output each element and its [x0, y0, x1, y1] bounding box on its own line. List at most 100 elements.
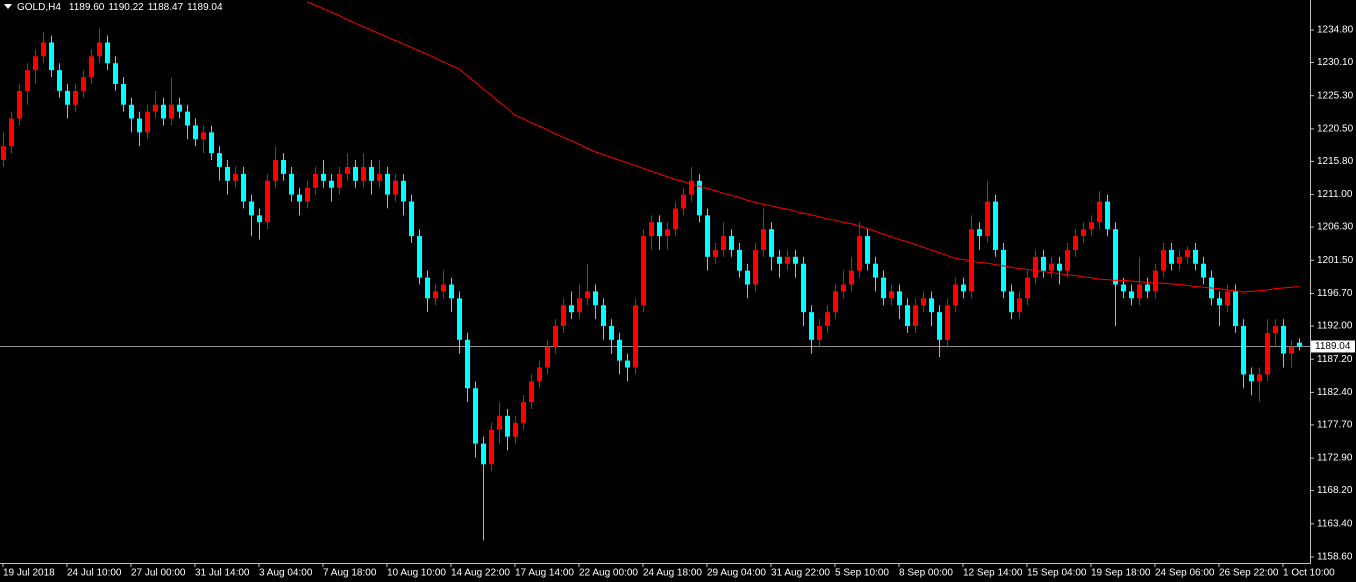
candle-body	[809, 312, 814, 340]
last-price-label: 1189.04	[1315, 341, 1351, 352]
candle-body	[1241, 326, 1246, 375]
x-tick-label: 8 Sep 00:00	[899, 568, 953, 579]
candle-body	[265, 180, 270, 223]
candle-body	[1025, 277, 1030, 299]
candle-body	[705, 215, 710, 257]
candle-body	[601, 305, 606, 327]
candle-body	[1217, 298, 1222, 306]
x-tick-label: 12 Sep 14:00	[963, 568, 1023, 579]
candle-body	[1089, 222, 1094, 230]
candle-body	[289, 173, 294, 195]
candle-body	[177, 104, 182, 112]
candle-body	[1145, 284, 1150, 292]
x-tick-label: 1 Oct 10:00	[1283, 568, 1335, 579]
candle-body	[145, 111, 150, 133]
candle-body	[625, 360, 630, 368]
candle-body	[993, 201, 998, 250]
candle-body	[441, 284, 446, 292]
x-tick-label: 14 Aug 22:00	[451, 568, 510, 579]
candle-body	[553, 326, 558, 347]
candle-body	[1057, 263, 1062, 271]
y-tick-label: 1192.00	[1317, 321, 1353, 332]
candle-body	[609, 326, 614, 340]
y-tick-label: 1177.70	[1317, 420, 1353, 431]
x-tick-label: 10 Aug 10:00	[387, 568, 446, 579]
candle-body	[953, 284, 958, 306]
candle-body	[73, 90, 78, 105]
candle-body	[497, 415, 502, 430]
x-tick-label: 24 Sep 06:00	[1155, 568, 1215, 579]
candle-body	[1129, 291, 1134, 299]
candle-body	[1033, 256, 1038, 278]
candle-body	[385, 173, 390, 195]
candle-body	[649, 222, 654, 237]
x-tick-label: 27 Jul 00:00	[131, 568, 186, 579]
candle-body	[113, 63, 118, 84]
candle-body	[873, 263, 878, 278]
candle-body	[433, 291, 438, 299]
candle-body	[337, 173, 342, 188]
candle-body	[321, 173, 326, 181]
candle-body	[1017, 298, 1022, 313]
candle-body	[1233, 291, 1238, 327]
candle-body	[937, 312, 942, 340]
candle-body	[1073, 236, 1078, 250]
candle-body	[409, 201, 414, 237]
candle-body	[865, 236, 870, 264]
candle-body	[969, 229, 974, 292]
candle-body	[481, 443, 486, 465]
candle-body	[737, 249, 742, 271]
candle-body	[377, 173, 382, 181]
candle-body	[353, 166, 358, 181]
candle-body	[761, 229, 766, 250]
header-open: 1189.60	[69, 2, 105, 13]
header-close: 1189.04	[187, 2, 223, 13]
candle-body	[513, 422, 518, 437]
candle-body	[249, 201, 254, 216]
candle-body	[1265, 332, 1270, 375]
candle-body	[1169, 249, 1174, 264]
candle-body	[241, 173, 246, 202]
candle-body	[785, 256, 790, 264]
candle-body	[1289, 346, 1294, 354]
candle-body	[889, 291, 894, 299]
candle-body	[17, 90, 22, 119]
candle-body	[65, 90, 70, 105]
candle-body	[1081, 229, 1086, 237]
candle-body	[185, 111, 190, 126]
y-tick-label: 1187.20	[1317, 354, 1353, 365]
candle-body	[921, 298, 926, 306]
y-tick-label: 1234.80	[1317, 25, 1354, 36]
candle-body	[233, 173, 238, 181]
candle-body	[1177, 256, 1182, 264]
x-tick-label: 3 Aug 04:00	[259, 568, 313, 579]
y-tick-label: 1201.50	[1317, 255, 1354, 266]
candle-body	[1257, 374, 1262, 382]
candle-body	[465, 339, 470, 389]
header-low: 1188.47	[148, 2, 184, 13]
candle-body	[313, 173, 318, 188]
candle-body	[641, 236, 646, 306]
candle-body	[505, 415, 510, 437]
x-tick-label: 26 Sep 22:00	[1219, 568, 1279, 579]
candle-body	[209, 132, 214, 154]
candle-body	[561, 305, 566, 327]
x-tick-label: 7 Aug 18:00	[323, 568, 377, 579]
y-tick-label: 1172.90	[1317, 453, 1353, 464]
candle-body	[1137, 284, 1142, 299]
candle-body	[961, 284, 966, 292]
candle-body	[473, 388, 478, 444]
x-tick-label: 31 Jul 14:00	[195, 568, 250, 579]
candle-body	[257, 215, 262, 223]
candle-body	[281, 160, 286, 174]
candle-body	[89, 56, 94, 78]
candle-body	[897, 291, 902, 306]
x-tick-label: 15 Sep 04:00	[1027, 568, 1087, 579]
candle-body	[1065, 249, 1070, 271]
candle-body	[577, 298, 582, 313]
candle-body	[929, 298, 934, 313]
candle-body	[33, 56, 38, 71]
plot	[0, 1, 1310, 541]
